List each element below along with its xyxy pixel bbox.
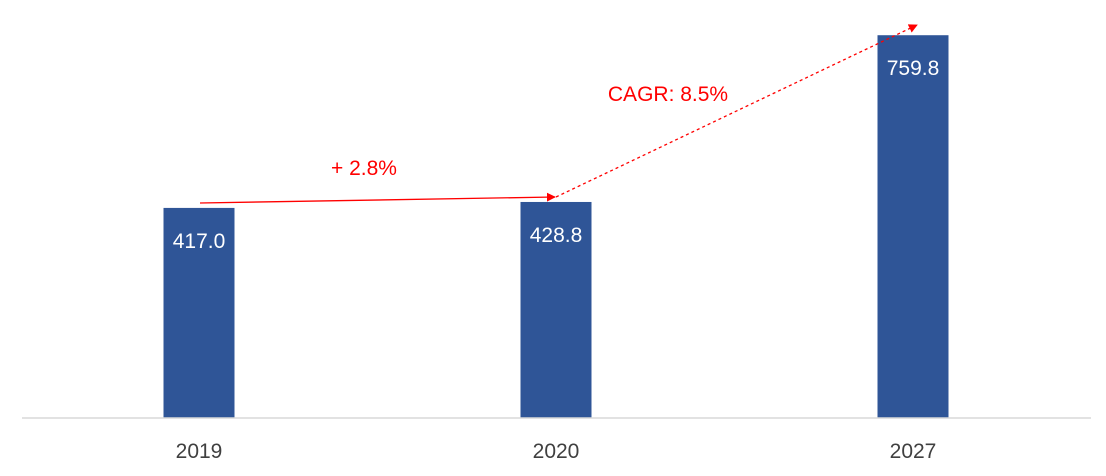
annotations-layer: + 2.8% CAGR: 8.5% xyxy=(199,24,918,204)
bar-value-label-2020: 428.8 xyxy=(530,224,583,247)
bar-2019 xyxy=(163,207,235,418)
value-labels-layer: 417.0 428.8 759.8 xyxy=(173,57,940,253)
bars-layer xyxy=(163,35,949,418)
x-tick-label-2020: 2020 xyxy=(533,440,580,463)
bar-value-label-2027: 759.8 xyxy=(887,57,940,80)
bar-value-label-2019: 417.0 xyxy=(173,230,226,253)
annotation-text-2: CAGR: 8.5% xyxy=(608,83,728,106)
annotation-arrow-1 xyxy=(199,192,556,204)
x-tick-label-2027: 2027 xyxy=(890,440,937,463)
x-tick-label-2019: 2019 xyxy=(176,440,223,463)
bar-2020 xyxy=(520,201,592,418)
bar-2027 xyxy=(877,35,949,418)
annotation-arrow-2 xyxy=(555,24,918,198)
annotation-text-1: + 2.8% xyxy=(331,157,397,180)
x-tick-labels-layer: 2019 2020 2027 xyxy=(176,440,937,463)
